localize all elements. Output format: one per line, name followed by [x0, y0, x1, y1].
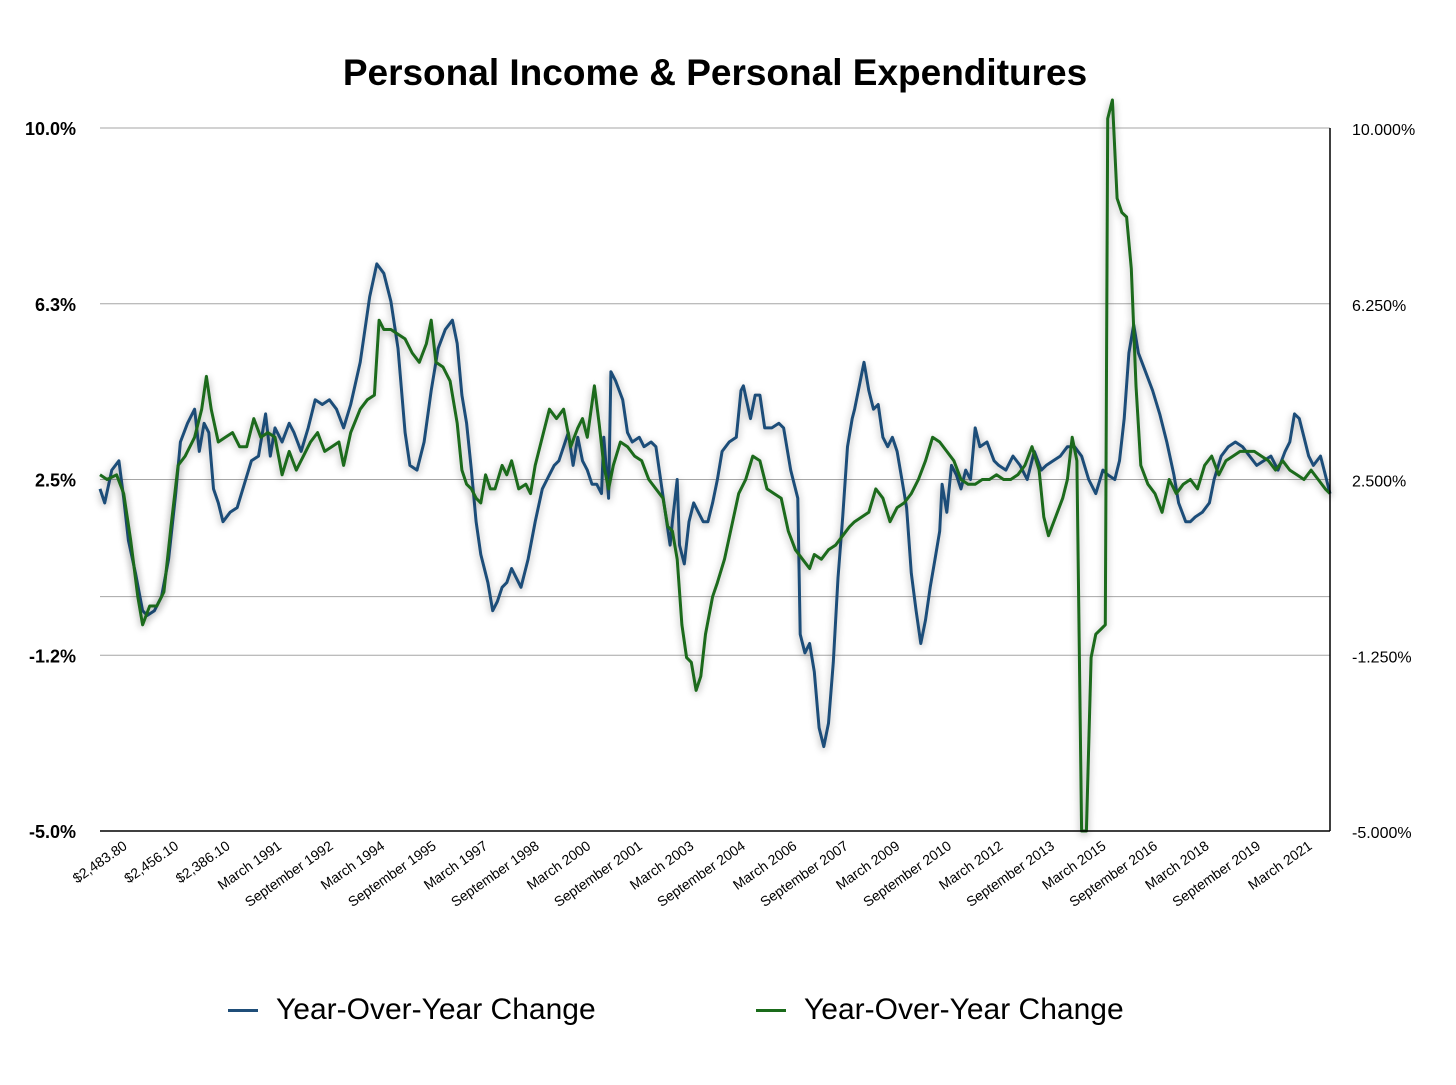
- y-right-tick-label: 2.500%: [1352, 474, 1406, 491]
- gridlines: [100, 127, 1330, 656]
- x-tick-label: September 2013: [963, 837, 1057, 910]
- y-left-tick-label: -1.2%: [29, 646, 76, 666]
- y-axis-left-labels: 10.0% 6.3% 2.5% -1.2% -5.0%: [25, 119, 76, 842]
- series-line-personal-expenditures: [99, 98, 1332, 833]
- x-tick-label: September 2004: [654, 837, 748, 910]
- x-tick-label: September 2007: [757, 837, 851, 910]
- legend-swatch-2: [756, 1008, 786, 1012]
- legend-swatch-1: [228, 1008, 258, 1012]
- x-tick-label: September 2016: [1066, 837, 1160, 910]
- legend-label-2: Year-Over-Year Change: [804, 993, 1124, 1026]
- series-line-personal-income: [98, 262, 1332, 749]
- y-left-tick-label: 10.0%: [25, 119, 76, 139]
- x-tick-label: $2,456.10: [121, 837, 181, 886]
- x-tick-label: September 1992: [242, 837, 336, 910]
- y-right-tick-label: -5.000%: [1352, 825, 1412, 842]
- legend-item-series-1: Year-Over-Year Change: [228, 990, 596, 1030]
- axes: [100, 128, 1331, 832]
- y-right-tick-label: -1.250%: [1352, 649, 1412, 666]
- y-left-tick-label: -5.0%: [29, 822, 76, 842]
- x-tick-label: September 2010: [860, 837, 954, 910]
- series-lines: [98, 98, 1332, 833]
- x-tick-label: $2,483.80: [70, 837, 130, 886]
- y-left-tick-label: 6.3%: [35, 295, 76, 315]
- y-left-tick-label: 2.5%: [35, 471, 76, 491]
- y-right-tick-label: 6.250%: [1352, 298, 1406, 315]
- legend-label-1: Year-Over-Year Change: [276, 993, 596, 1026]
- legend-item-series-2: Year-Over-Year Change: [756, 990, 1124, 1030]
- x-tick-label: September 1998: [448, 837, 542, 910]
- y-right-tick-label: 10.000%: [1352, 122, 1415, 139]
- x-tick-label: September 2019: [1169, 837, 1263, 910]
- y-axis-right-labels: 10.000% 6.250% 2.500% -1.250% -5.000%: [1352, 122, 1415, 842]
- x-tick-label: September 1995: [345, 837, 439, 910]
- chart-title: Personal Income & Personal Expenditures: [342, 52, 1088, 93]
- x-tick-label: September 2001: [551, 837, 645, 910]
